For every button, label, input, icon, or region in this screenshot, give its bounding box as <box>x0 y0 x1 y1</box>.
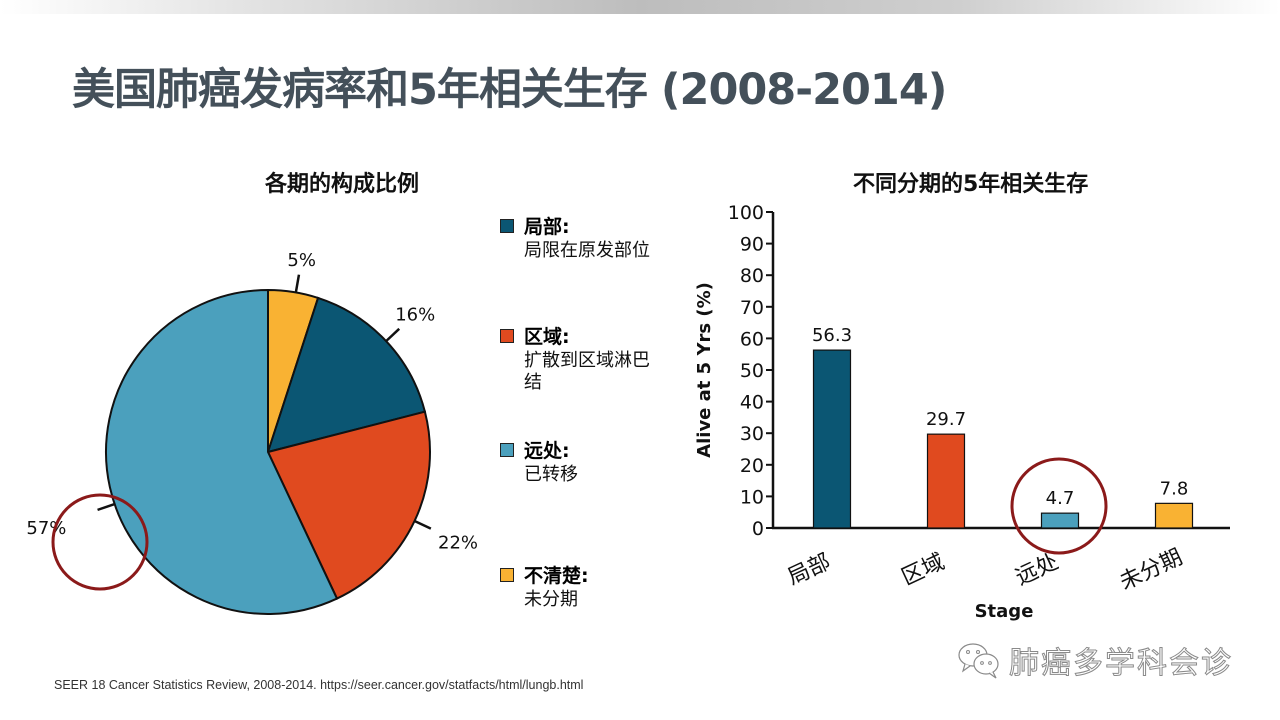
bar-value-label: 7.8 <box>1160 478 1189 499</box>
pie-leader-line <box>294 274 301 293</box>
bar-2 <box>1040 512 1080 529</box>
page-title: 美国肺癌发病率和5年相关生存 (2008-2014) <box>72 65 947 115</box>
highlight-circle-pie <box>51 493 149 591</box>
legend-desc: 扩散到区域淋巴结 <box>524 350 650 393</box>
watermark: 肺癌多学科会诊 <box>955 640 1233 682</box>
legend-swatch-local <box>500 219 514 233</box>
legend-head: 远处: <box>524 440 570 462</box>
pie-chart: 5% 16% 22% 57% <box>26 250 478 615</box>
bar-0 <box>812 349 852 529</box>
legend-head: 局部: <box>524 216 570 238</box>
pie-leader-line <box>97 502 116 512</box>
legend-desc: 已转移 <box>524 464 578 485</box>
legend-swatch-regional <box>500 329 514 343</box>
pie-leader-line <box>414 519 432 530</box>
legend-swatch-distant <box>500 443 514 457</box>
y-tick-label: 10 <box>740 486 764 508</box>
legend-desc: 未分期 <box>524 589 578 610</box>
y-tick-label: 60 <box>740 328 764 350</box>
pie-data-label: 5% <box>287 250 316 271</box>
pie-data-label: 22% <box>438 532 478 553</box>
x-tick-label: 远处 <box>1012 549 1062 590</box>
wechat-icon <box>958 643 999 679</box>
y-tick-label: 70 <box>740 297 764 319</box>
y-tick-label: 0 <box>752 518 764 540</box>
y-tick-label: 90 <box>740 234 764 256</box>
y-axis-label: Alive at 5 Yrs (%) <box>694 282 715 458</box>
watermark-text: 肺癌多学科会诊 <box>1009 646 1233 682</box>
y-tick-label: 40 <box>740 392 764 414</box>
legend-swatch-unknown <box>500 568 514 582</box>
y-tick-label: 20 <box>740 455 764 477</box>
legend-head: 不清楚: <box>524 565 589 587</box>
x-tick-label: 区域 <box>898 549 948 590</box>
bar-value-label: 29.7 <box>926 409 966 430</box>
source-citation: SEER 18 Cancer Statistics Review, 2008-2… <box>54 678 584 692</box>
bar-value-label: 4.7 <box>1046 488 1075 509</box>
pie-leader-line <box>385 327 401 343</box>
pie-slice-2 <box>266 410 431 600</box>
legend-desc: 局限在原发部位 <box>524 240 650 261</box>
y-tick-label: 30 <box>740 423 764 445</box>
top-gradient-bar <box>0 0 1280 14</box>
x-tick-label: 局部 <box>784 549 834 590</box>
y-tick-label: 80 <box>740 265 764 287</box>
highlight-annotations <box>51 457 1108 591</box>
y-tick-label: 50 <box>740 360 764 382</box>
x-tick-label: 未分期 <box>1116 545 1186 596</box>
bar-3 <box>1154 502 1194 529</box>
bar-chart: 0 10 20 30 40 50 60 70 80 90 100 Alive at 5 Yrs (%)… <box>694 202 1230 622</box>
x-axis-label: Stage <box>975 601 1034 622</box>
pie-slice-1 <box>266 296 427 454</box>
pie-chart-title: 各期的构成比例 <box>265 172 420 197</box>
bar-chart-title: 不同分期的5年相关生存 <box>853 172 1089 197</box>
pie-slice-3 <box>105 288 339 615</box>
pie-data-label: 57% <box>26 518 66 539</box>
bar-1 <box>926 433 966 529</box>
pie-data-label: 16% <box>395 305 435 326</box>
bar-value-label: 56.3 <box>812 325 852 346</box>
highlight-circle-bar <box>1010 457 1108 555</box>
legend-head: 区域: <box>524 326 570 348</box>
y-tick-label: 100 <box>728 202 764 224</box>
